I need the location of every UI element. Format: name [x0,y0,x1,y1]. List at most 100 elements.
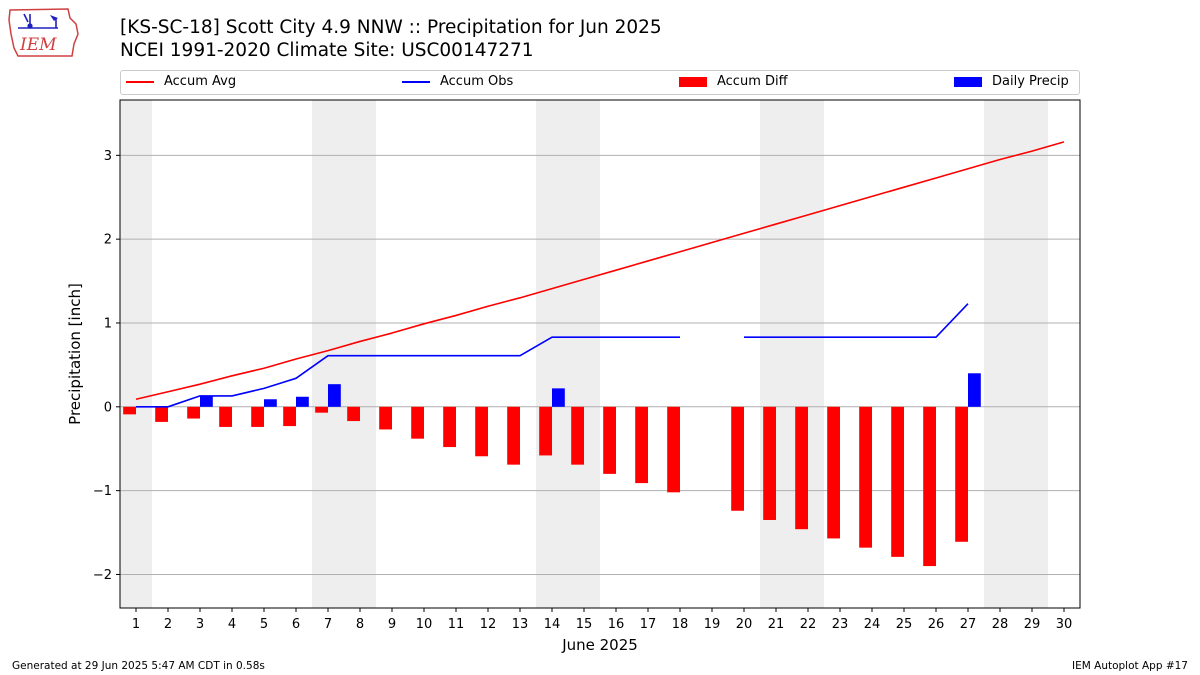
x-tick-label: 16 [608,617,625,632]
legend-label: Accum Avg [164,74,237,89]
legend-label: Accum Diff [717,74,788,89]
legend-item-daily-precip: Daily Precip [954,74,1069,89]
diff-bar [539,406,552,456]
logo-text: IEM [19,35,57,55]
daily-precip-bar [552,388,565,407]
y-tick-label: 1 [104,316,112,331]
x-tick-label: 17 [640,617,657,632]
iowa-map-logo-icon: IEM [8,8,79,57]
diff-bar [635,406,648,484]
x-tick-label: 6 [292,617,300,632]
diff-bar [795,406,808,530]
diff-bar [315,406,328,413]
x-tick-label: 23 [832,617,849,632]
x-tick-label: 22 [800,617,817,632]
x-tick-label: 7 [324,617,332,632]
x-tick-label: 20 [736,617,753,632]
diff-bar [763,406,776,520]
plot-frame [119,99,1081,609]
diff-bar [347,406,360,422]
x-tick-label: 30 [1056,617,1073,632]
diff-bar [283,406,296,427]
diff-bar [219,406,232,427]
x-tick-label: 8 [356,617,364,632]
x-tick-label: 15 [576,617,593,632]
x-tick-label: 2 [164,617,172,632]
x-tick-label: 11 [448,617,465,632]
legend-item-accum-diff: Accum Diff [679,74,788,89]
x-tick-label: 14 [544,617,561,632]
weekend-shade [760,100,824,608]
y-axis-label: Precipitation [inch] [66,283,84,425]
x-tick-label: 24 [864,617,881,632]
daily-precip-bar [264,399,277,407]
diff-bar [827,406,840,539]
x-tick-label: 13 [512,617,529,632]
diff-bar [475,406,488,457]
legend-label: Daily Precip [992,74,1069,89]
diff-bar [603,406,616,474]
diff-bar [923,406,936,567]
diff-bar [731,406,744,511]
weekend-shade [312,100,376,608]
x-tick-label: 9 [388,617,396,632]
x-tick-label: 10 [416,617,433,632]
weekend-shade [984,100,1048,608]
x-axis-label: June 2025 [561,636,638,654]
accum-obs-line [136,336,680,408]
x-tick-label: 21 [768,617,785,632]
generated-timestamp: Generated at 29 Jun 2025 5:47 AM CDT in … [12,660,265,672]
x-tick-label: 1 [132,617,140,632]
weekend-shade [120,100,152,608]
diff-bar [123,406,136,415]
accum-avg-line [135,141,1065,401]
daily-precip-bar [200,395,213,407]
legend-line-red-icon [126,80,154,83]
diff-bar [667,406,680,493]
legend: Accum Avg Accum Obs Accum Diff Daily Pre… [120,70,1080,95]
diff-bar [411,406,424,439]
x-tick-label: 25 [896,617,913,632]
x-tick-label: 19 [704,617,721,632]
diff-bar [571,406,584,465]
diff-bar [443,406,456,448]
diff-bar [859,406,872,548]
diff-bar [251,406,264,427]
weekend-shade [536,100,600,608]
chart-title: [KS-SC-18] Scott City 4.9 NNW :: Precipi… [120,17,662,38]
diff-bar [891,406,904,557]
legend-line-blue-icon [402,80,430,83]
legend-patch-blue-icon [954,76,982,87]
daily-precip-bar [968,373,981,407]
app-credit: IEM Autoplot App #17 [1072,660,1188,672]
y-tick-label: −2 [93,568,112,583]
accum-obs-line [744,303,969,339]
x-tick-label: 18 [672,617,689,632]
y-tick-label: −1 [93,484,112,499]
x-tick-label: 12 [480,617,497,632]
daily-precip-bar [296,396,309,407]
legend-label: Accum Obs [440,74,514,89]
diff-bar [187,406,200,419]
y-tick-label: 2 [104,233,112,248]
iem-logo: IEM [6,4,82,64]
diff-bar [507,406,520,465]
x-tick-label: 4 [228,617,236,632]
y-tick-label: 0 [104,400,112,415]
legend-item-accum-avg: Accum Avg [126,74,236,89]
diff-bar [955,406,968,542]
legend-item-accum-obs: Accum Obs [402,74,513,89]
chart-subtitle: NCEI 1991-2020 Climate Site: USC00147271 [120,40,534,61]
diff-bar [379,406,392,430]
daily-precip-bar [328,384,341,407]
x-tick-label: 26 [928,617,945,632]
y-tick-label: 3 [104,149,112,164]
x-tick-label: 3 [196,617,204,632]
x-tick-label: 29 [1024,617,1041,632]
x-tick-label: 5 [260,617,268,632]
x-tick-label: 28 [992,617,1009,632]
x-tick-label: 27 [960,617,977,632]
diff-bar [155,406,168,422]
legend-patch-red-icon [679,76,707,87]
